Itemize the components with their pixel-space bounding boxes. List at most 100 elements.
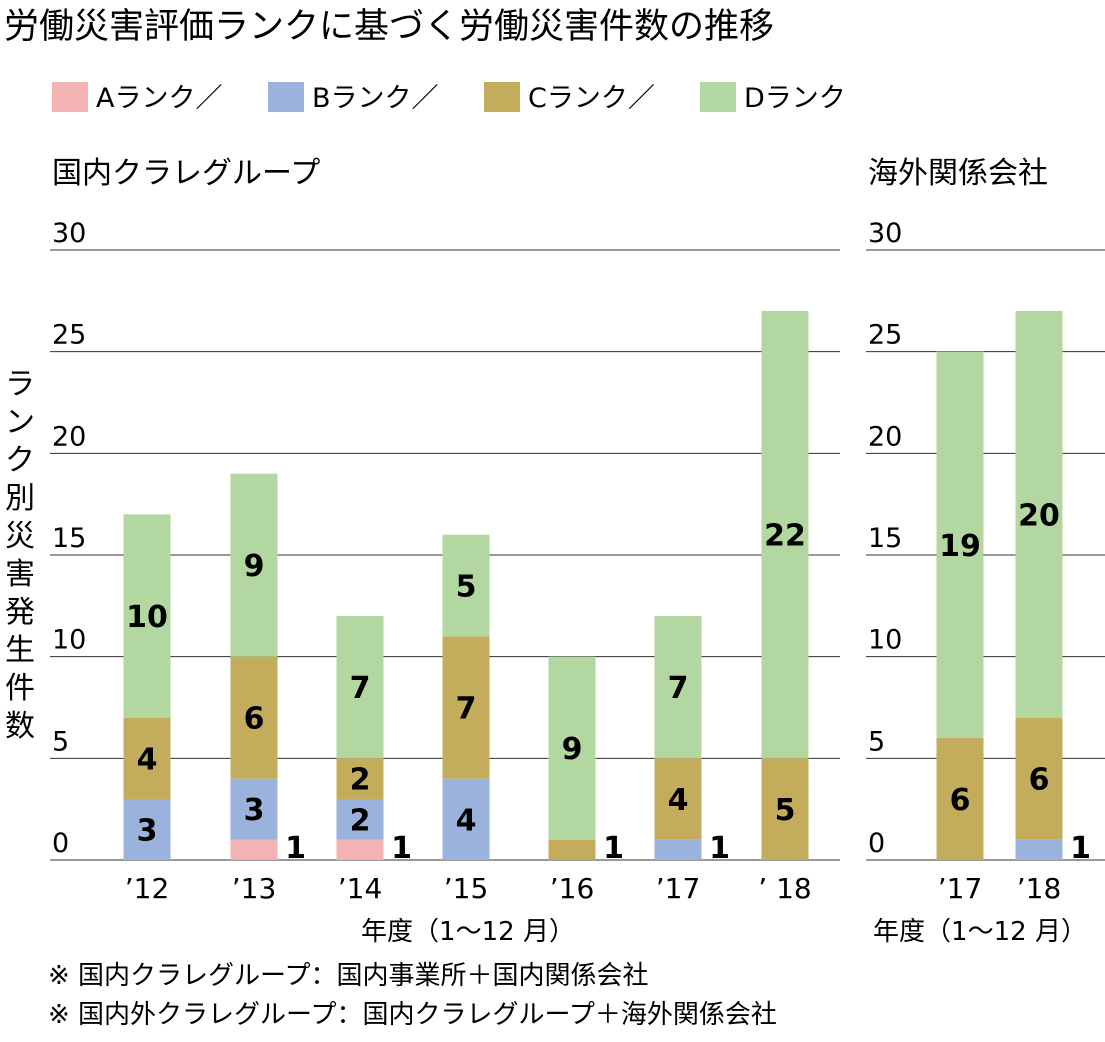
data-label: 1 [603,831,624,866]
data-label: 3 [244,793,265,828]
bar-segment [336,839,384,860]
data-label: 10 [126,600,168,635]
y-tick-label: 25 [868,320,902,351]
bar-segment [761,758,809,860]
bar-segment [442,636,490,779]
y-axis-label-char: ン [5,405,35,440]
y-axis-label-char: 数 [5,709,35,744]
bar-segment [548,656,596,840]
y-axis-label-char: 生 [5,633,35,668]
data-label: 9 [562,732,583,767]
x-tick-label: ’17 [938,872,983,905]
panel-title-domestic: 国内クラレグループ [52,156,320,191]
x-tick-label: ’18 [1017,872,1062,905]
bar-segment [123,799,171,860]
plot-domestic: 0510152025303410’121369’131227’14475’151… [50,218,840,905]
y-tick-label: 0 [868,828,885,859]
legend-swatch-0 [52,82,88,112]
x-tick-label: ’12 [125,872,170,905]
bar-segment [336,799,384,840]
y-axis-label-char: 災 [5,519,35,554]
data-label: 4 [668,783,689,818]
data-label: 6 [950,783,971,818]
x-tick-label: ’15 [444,872,489,905]
chart-title: 労働災害評価ランクに基づく労働災害件数の推移 [4,7,774,47]
bar-segment [1015,717,1063,840]
y-axis-label-char: 別 [5,481,35,516]
note-1: ※ 国内クラレグループ：国内事業所＋国内関係会社 [48,961,649,991]
bar-segment [654,839,702,860]
data-label: 20 [1018,498,1060,533]
bar-segment [761,311,809,759]
y-tick-label: 0 [52,828,69,859]
bar-segment [230,778,278,840]
x-tick-label: ’13 [232,872,277,905]
y-axis-label-char: 件 [5,671,35,706]
bar-segment [123,514,171,718]
bar-segment [336,616,384,759]
legend-label-2: Cランク／ [528,83,655,114]
data-label: 1 [709,831,730,866]
bar-segment [936,738,984,860]
data-label: 6 [244,702,265,737]
y-tick-label: 15 [52,523,86,554]
panel-title-overseas: 海外関係会社 [868,156,1048,191]
data-label: 7 [456,692,477,727]
y-tick-label: 20 [868,421,902,452]
bar-segment [654,616,702,759]
y-tick-label: 20 [52,421,86,452]
y-tick-label: 5 [868,726,885,757]
legend-swatch-3 [700,82,736,112]
y-axis-label-char: 害 [5,557,35,592]
bar-segment [230,656,278,779]
legend: Aランク／ Bランク／ Cランク／ Dランク [52,82,846,114]
bar-segment [442,534,490,637]
bar-segment [123,717,171,799]
y-axis-label-char: 発 [5,595,35,630]
y-tick-label: 5 [52,726,69,757]
x-tick-label: ’16 [550,872,595,905]
x-tick-label: ’ 18 [758,872,811,905]
y-tick-label: 25 [52,320,86,351]
data-label: 7 [668,671,689,706]
data-label: 2 [350,763,371,798]
data-label: 1 [391,831,412,866]
x-axis-label-domestic: 年度（1～12 月） [361,917,575,947]
data-label: 3 [137,814,158,849]
legend-swatch-2 [484,82,520,112]
bar-segment [654,758,702,840]
y-tick-label: 10 [52,625,86,656]
note-2: ※ 国内外クラレグループ：国内クラレグループ＋海外関係会社 [48,1000,777,1030]
bar-segment [230,839,278,860]
x-tick-label: ’14 [338,872,383,905]
y-tick-label: 10 [868,625,902,656]
bar-segment [336,758,384,799]
data-label: 2 [350,803,371,838]
bar-segment [230,473,278,657]
legend-swatch-1 [268,82,304,112]
y-tick-label: 30 [868,218,902,249]
data-label: 9 [244,549,265,584]
data-label: 5 [456,570,477,605]
bar-segment [936,351,984,738]
y-axis-label-char: ラ [5,367,35,402]
data-label: 1 [285,831,306,866]
bar-segment [442,778,490,860]
data-label: 7 [350,671,371,706]
bar-segment [1015,839,1063,860]
data-label: 4 [137,742,158,777]
legend-label-1: Bランク／ [312,83,439,114]
data-label: 1 [1070,831,1091,866]
y-axis-label-char: ク [5,443,35,478]
data-label: 4 [456,803,477,838]
x-axis-label-overseas: 年度（1～12 月） [873,917,1087,947]
data-label: 5 [775,793,796,828]
data-label: 6 [1029,763,1050,798]
bar-segment [1015,311,1063,718]
legend-label-0: Aランク／ [96,83,222,114]
y-tick-label: 15 [868,523,902,554]
x-tick-label: ’17 [656,872,701,905]
